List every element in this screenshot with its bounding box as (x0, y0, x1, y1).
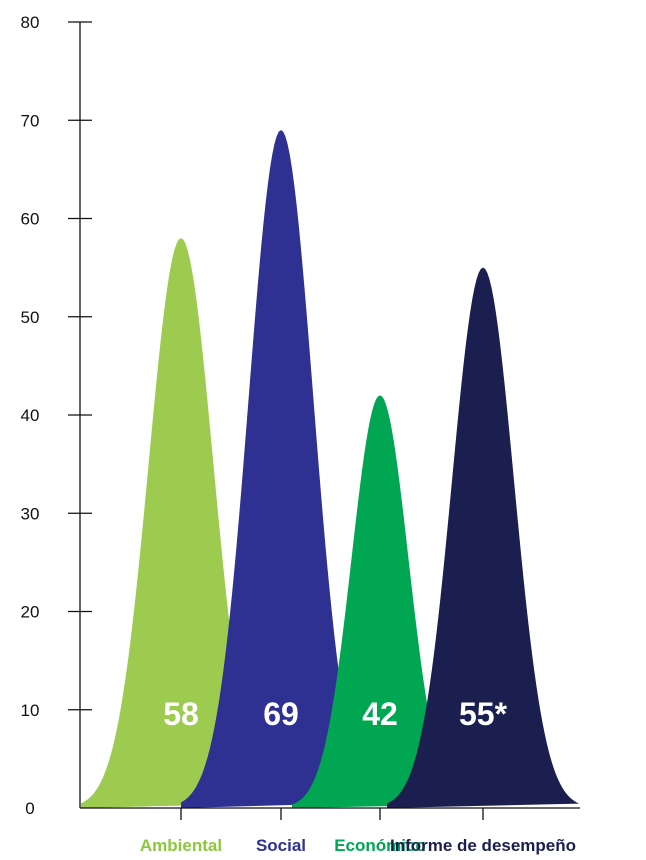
peak-informe-de-desempeno (387, 267, 579, 808)
y-tick-label: 50 (21, 308, 40, 327)
peaks-layer (81, 130, 579, 808)
category-label-ambiental: Ambiental (140, 836, 222, 855)
y-tick-label: 20 (21, 603, 40, 622)
category-label-economico: Económico (334, 836, 426, 855)
y-tick-label: 40 (21, 406, 40, 425)
y-tick-label: 60 (21, 210, 40, 229)
labels-layer: 0 10 20 30 40 50 60 70 80 58 69 42 55* Ambiental Socia… (21, 13, 577, 855)
value-label-ambiental: 58 (163, 696, 199, 732)
y-tick-label: 0 (25, 799, 34, 818)
category-label-informe-de-desempeno: Informe de desempeño (390, 836, 576, 855)
value-label-informe-de-desempeno: 55* (459, 696, 508, 732)
y-tick-label: 10 (21, 701, 40, 720)
axes-layer (68, 21, 580, 820)
y-tick-label: 80 (21, 13, 40, 32)
value-label-social: 69 (263, 696, 299, 732)
category-label-social: Social (256, 836, 306, 855)
value-label-economico: 42 (362, 696, 398, 732)
peak-economico (292, 395, 468, 808)
y-tick-label: 30 (21, 504, 40, 523)
peak-social (181, 130, 381, 808)
y-tick-label: 70 (21, 111, 40, 130)
